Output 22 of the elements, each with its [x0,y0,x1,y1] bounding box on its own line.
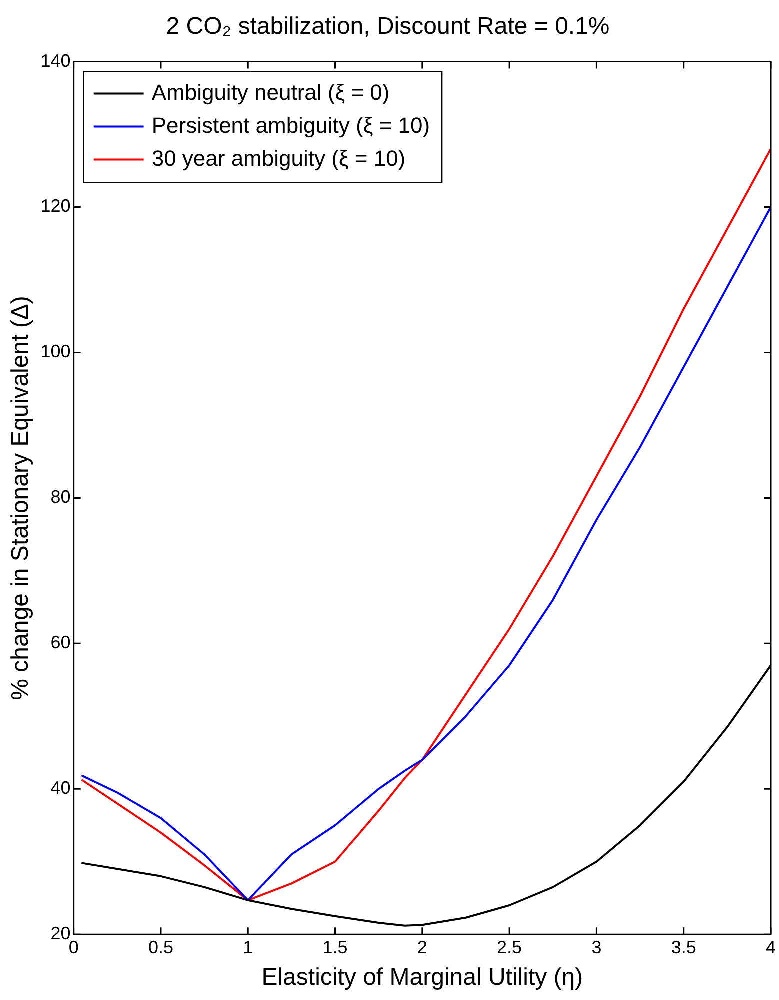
chart-title: 2 CO₂ stabilization, Discount Rate = 0.1% [166,13,610,40]
y-tick-label: 100 [40,342,71,362]
x-tick-label: 4 [766,937,776,958]
y-tick-label: 80 [50,487,71,508]
x-tick-label: 1.5 [322,937,348,958]
x-tick-label: 3 [592,937,602,958]
y-tick-label: 140 [40,50,71,71]
y-tick-label: 60 [50,632,71,653]
legend-label: Persistent ambiguity (ξ = 10) [152,112,430,138]
legend-label: Ambiguity neutral (ξ = 0) [152,80,390,105]
x-axis-title: Elasticity of Marginal Utility (η) [262,964,584,992]
x-tick-label: 1 [243,937,254,958]
y-axis-title: % change in Stationary Equivalent (Δ) [7,296,34,700]
x-tick-label: 0 [68,937,79,958]
y-tick-label: 20 [50,924,71,944]
x-tick-label: 2 [417,937,428,958]
y-tick-label: 120 [40,196,71,216]
x-tick-label: 0.5 [148,937,174,958]
y-tick-label: 40 [50,778,71,798]
x-tick-label: 3.5 [671,937,696,958]
x-tick-label: 2.5 [497,937,522,958]
legend-label: 30 year ambiguity (ξ = 10) [152,146,406,171]
